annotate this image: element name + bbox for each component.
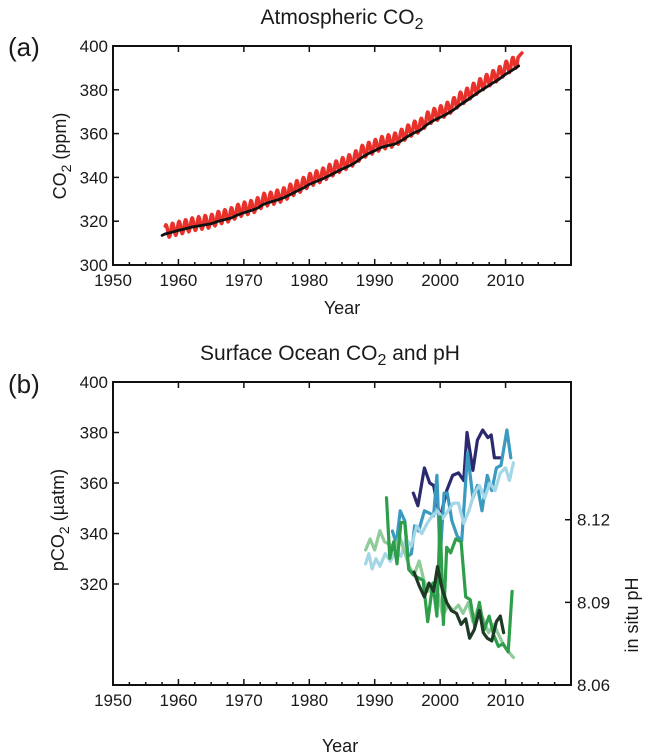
panel-b-ticks: 1950 1960 1970 1980 1990 2000 2010 320 340 360 380… — [80, 373, 610, 710]
x-tick-label: 1990 — [356, 691, 394, 710]
y-tick-label: 400 — [80, 373, 108, 392]
panel-b-series — [364, 428, 515, 660]
x-tick-label: 1950 — [94, 691, 132, 710]
x-tick-label: 1970 — [225, 691, 263, 710]
series-line-b-6 — [412, 565, 506, 643]
y-right-tick-label: 8.09 — [577, 593, 610, 612]
panel-a-axes-box — [112, 45, 572, 266]
panel-a-ticks: 1950 1960 1970 1980 1990 2000 2010 300 320 340 360… — [80, 37, 571, 290]
x-tick-label: 1960 — [160, 691, 198, 710]
panel-b-axes-box — [112, 381, 572, 686]
y-tick-label: 320 — [80, 575, 108, 594]
panel-b-xlabel: Year — [322, 736, 358, 754]
panel-b-ylabel-right: in situ pH — [622, 577, 642, 652]
x-tick-label: 1980 — [290, 691, 328, 710]
y-tick-label: 380 — [80, 424, 108, 443]
x-tick-label: 1990 — [356, 271, 394, 290]
panel-a-series — [160, 51, 524, 239]
panel-b-title: Surface Ocean CO2 and pH — [200, 342, 460, 369]
x-tick-label: 2010 — [487, 271, 525, 290]
series-line-b-5 — [384, 496, 514, 654]
x-tick-label: 1980 — [290, 271, 328, 290]
y-tick-label: 360 — [80, 125, 108, 144]
x-tick-label: 2000 — [421, 691, 459, 710]
series-line-a-1 — [163, 51, 524, 239]
panel-b-ylabel: pCO2 (µatm) — [48, 469, 72, 571]
panel-a-xlabel: Year — [324, 298, 360, 318]
x-tick-label: 1960 — [160, 271, 198, 290]
series-line-b-1 — [411, 428, 502, 520]
y-right-tick-label: 8.12 — [577, 511, 610, 530]
panel-b: (b) Surface Ocean CO2 and pH pCO2 (µatm)… — [8, 342, 642, 754]
y-tick-label: 300 — [80, 256, 108, 275]
panel-a: (a) Atmospheric CO2 CO2 (ppm) Year 1950 1… — [8, 6, 572, 318]
y-right-tick-label: 8.06 — [577, 676, 610, 695]
x-tick-label: 2010 — [487, 691, 525, 710]
x-tick-label: 2000 — [421, 271, 459, 290]
y-tick-label: 380 — [80, 81, 108, 100]
series-line-a-2 — [160, 64, 521, 237]
y-tick-label: 360 — [80, 474, 108, 493]
series-line-b-3 — [364, 461, 515, 571]
y-tick-label: 340 — [80, 168, 108, 187]
panel-a-title: Atmospheric CO2 — [261, 6, 424, 33]
y-tick-label: 340 — [80, 525, 108, 544]
panel-a-letter: (a) — [8, 32, 40, 62]
x-tick-label: 1970 — [225, 271, 263, 290]
y-tick-label: 400 — [80, 37, 108, 56]
y-tick-label: 320 — [80, 212, 108, 231]
x-tick-label: 1950 — [94, 271, 132, 290]
panel-b-letter: (b) — [8, 369, 40, 399]
panel-a-ylabel: CO2 (ppm) — [50, 113, 74, 200]
